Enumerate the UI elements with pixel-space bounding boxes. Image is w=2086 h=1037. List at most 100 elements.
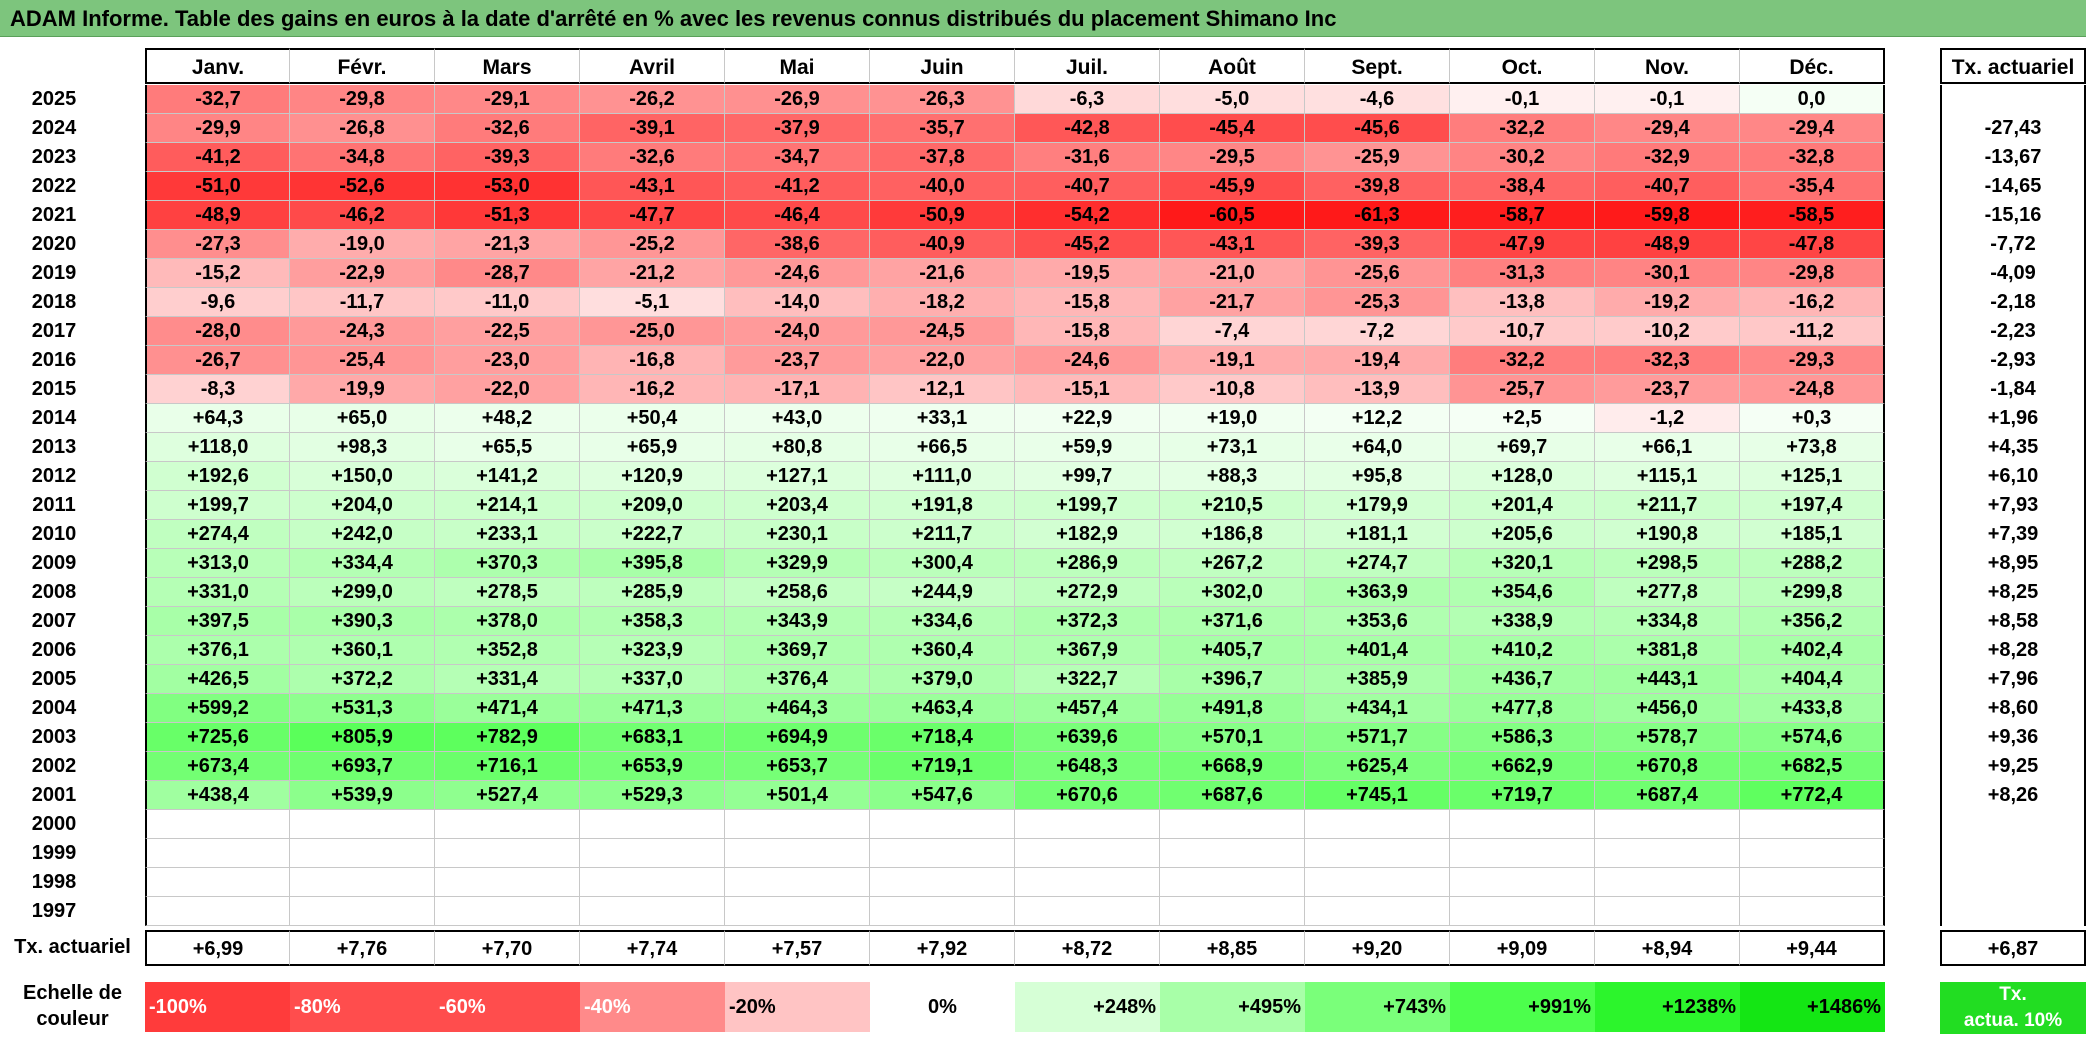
- table-cell: +390,3: [290, 607, 435, 636]
- table-cell: +65,9: [580, 433, 725, 462]
- actuariel-cell: +8,25: [1940, 578, 2086, 607]
- table-cell: -11,0: [435, 288, 580, 317]
- table-cell: +65,5: [435, 433, 580, 462]
- scale-label: Echelle de couleur: [0, 980, 145, 1032]
- table-cell: +48,2: [435, 404, 580, 433]
- actuariel-cell: +8,95: [1940, 549, 2086, 578]
- year-label: 2010: [31, 523, 77, 545]
- table-cell: [1740, 868, 1885, 897]
- table-cell: +404,4: [1740, 665, 1885, 694]
- table-cell: +805,9: [290, 723, 435, 752]
- table-cell: +64,0: [1305, 433, 1450, 462]
- table-cell: -39,1: [580, 114, 725, 143]
- table-cell: +363,9: [1305, 578, 1450, 607]
- table-cell: -26,2: [580, 85, 725, 114]
- table-cell: [870, 839, 1015, 868]
- table-cell: -37,9: [725, 114, 870, 143]
- year-label: 2009: [31, 552, 77, 574]
- actuariel-cell: [1940, 897, 2086, 926]
- table-cell: -1,2: [1595, 404, 1740, 433]
- table-cell: [290, 868, 435, 897]
- table-cell: [1305, 897, 1450, 926]
- year-label: 2014: [31, 407, 77, 429]
- table-cell: -32,3: [1595, 346, 1740, 375]
- table-cell: +410,2: [1450, 636, 1595, 665]
- year-label: 2007: [31, 610, 77, 632]
- year-label: 2001: [31, 784, 77, 806]
- table-cell: +653,9: [580, 752, 725, 781]
- table-cell: +599,2: [145, 694, 290, 723]
- actuariel-cell: [1940, 839, 2086, 868]
- table-cell: -16,2: [1740, 288, 1885, 317]
- table-cell: -10,8: [1160, 375, 1305, 404]
- table-cell: -51,3: [435, 201, 580, 230]
- year-label: 2015: [31, 378, 77, 400]
- table-cell: -10,7: [1450, 317, 1595, 346]
- table-cell: +352,8: [435, 636, 580, 665]
- actuariel-cell: [1940, 85, 2086, 114]
- table-cell: -24,8: [1740, 375, 1885, 404]
- table-cell: -32,2: [1450, 346, 1595, 375]
- table-cell: +120,9: [580, 462, 725, 491]
- table-cell: +88,3: [1160, 462, 1305, 491]
- footer-cell: +7,74: [580, 930, 725, 966]
- table-cell: +267,2: [1160, 549, 1305, 578]
- table-cell: -42,8: [1015, 114, 1160, 143]
- table-cell: -51,0: [145, 172, 290, 201]
- table-cell: -19,9: [290, 375, 435, 404]
- year-label: 2005: [31, 668, 77, 690]
- table-cell: +190,8: [1595, 520, 1740, 549]
- footer-actuariel: +6,87: [1940, 930, 2086, 966]
- table-cell: -25,2: [580, 230, 725, 259]
- footer-cell: +7,70: [435, 930, 580, 966]
- table-cell: +381,8: [1595, 636, 1740, 665]
- table-cell: -46,4: [725, 201, 870, 230]
- table-cell: +719,7: [1450, 781, 1595, 810]
- table-cell: -58,7: [1450, 201, 1595, 230]
- table-cell: -24,6: [725, 259, 870, 288]
- table-cell: +43,0: [725, 404, 870, 433]
- actuariel-cell: +7,93: [1940, 491, 2086, 520]
- table-cell: +278,5: [435, 578, 580, 607]
- table-cell: +401,4: [1305, 636, 1450, 665]
- table-cell: [1160, 897, 1305, 926]
- table-cell: +378,0: [435, 607, 580, 636]
- table-cell: +65,0: [290, 404, 435, 433]
- scale-swatch: -20%: [725, 982, 870, 1032]
- table-cell: -31,6: [1015, 143, 1160, 172]
- footer-cell: +8,72: [1015, 930, 1160, 966]
- actuariel-cell: +9,36: [1940, 723, 2086, 752]
- table-cell: [870, 810, 1015, 839]
- scale-swatch: -60%: [435, 982, 580, 1032]
- year-label: 2006: [31, 639, 77, 661]
- year-label: 2011: [32, 494, 76, 516]
- year-label: 2025: [31, 88, 77, 110]
- table-cell: -40,0: [870, 172, 1015, 201]
- table-cell: [1305, 868, 1450, 897]
- table-cell: +358,3: [580, 607, 725, 636]
- table-cell: -7,4: [1160, 317, 1305, 346]
- table-cell: [1450, 839, 1595, 868]
- table-cell: [725, 868, 870, 897]
- table-cell: +426,5: [145, 665, 290, 694]
- table-cell: +205,6: [1450, 520, 1595, 549]
- table-cell: -38,4: [1450, 172, 1595, 201]
- table-cell: -29,8: [1740, 259, 1885, 288]
- actuariel-cell: [1940, 868, 2086, 897]
- table-cell: -45,4: [1160, 114, 1305, 143]
- table-cell: +199,7: [145, 491, 290, 520]
- table-cell: +693,7: [290, 752, 435, 781]
- table-cell: [580, 897, 725, 926]
- year-label: 2000: [31, 813, 77, 835]
- table-cell: +258,6: [725, 578, 870, 607]
- table-cell: -61,3: [1305, 201, 1450, 230]
- table-cell: +125,1: [1740, 462, 1885, 491]
- month-header: Nov.: [1595, 48, 1740, 84]
- table-cell: [145, 810, 290, 839]
- table-cell: +98,3: [290, 433, 435, 462]
- table-cell: -0,1: [1450, 85, 1595, 114]
- table-cell: -40,7: [1015, 172, 1160, 201]
- footer-cell: +6,99: [145, 930, 290, 966]
- table-cell: -23,7: [1595, 375, 1740, 404]
- footer-cell: +9,20: [1305, 930, 1450, 966]
